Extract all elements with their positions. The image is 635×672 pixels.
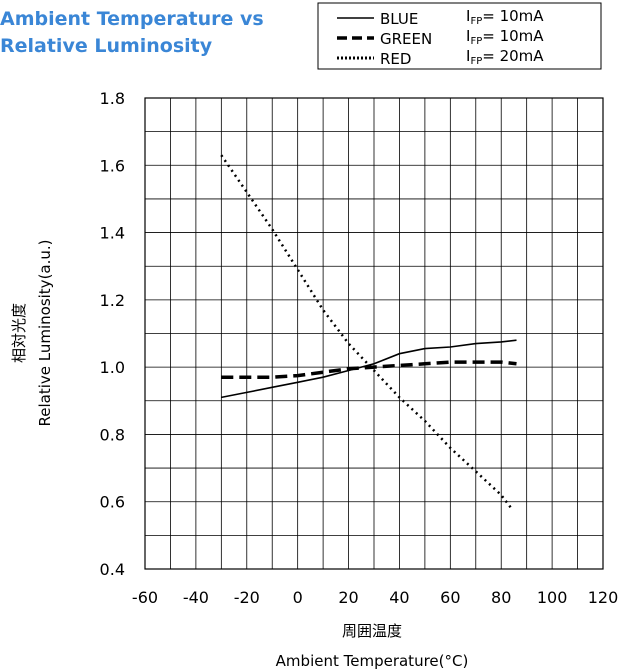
x-axis-label-jp: 周囲温度: [342, 622, 402, 640]
legend-condition-red-prefix: I: [466, 47, 470, 65]
legend-entry-green: GREEN IFP= 10mA: [337, 27, 544, 48]
y-tick-label: 0.8: [100, 425, 125, 444]
plot-grid: [145, 98, 603, 569]
plot-series: [220, 154, 517, 510]
y-tick-label: 0.6: [100, 493, 125, 512]
legend-condition-blue-value: = 10mA: [482, 7, 544, 25]
y-tick-label: 1.8: [100, 89, 125, 108]
x-tick-label: 100: [537, 588, 568, 607]
legend-frame: [317, 2, 602, 70]
legend-condition-blue-sub: FP: [470, 16, 482, 27]
legend-entry-blue: BLUE IFP= 10mA: [337, 7, 544, 28]
legend-condition-red-sub: FP: [470, 56, 482, 67]
legend-label-blue: BLUE: [380, 10, 418, 28]
x-tick-label: -40: [183, 588, 209, 607]
chart-title: Ambient Temperature vs Relative Luminosi…: [0, 6, 264, 60]
x-tick-label: 0: [293, 588, 303, 607]
legend-condition-blue-prefix: I: [466, 7, 470, 25]
plot-frame: [144, 97, 604, 570]
y-axis-label: Relative Luminosity(a.u.): [36, 239, 54, 426]
series-line-blue: [221, 339, 517, 399]
x-tick-label: -60: [132, 588, 158, 607]
legend-condition-green-value: = 10mA: [482, 27, 544, 45]
legend-condition-green: IFP= 10mA: [466, 27, 544, 47]
y-tick-labels: 0.4 0.6 0.8 1.0 1.2 1.4 1.6 1.8: [100, 89, 125, 579]
x-tick-label: 80: [491, 588, 511, 607]
series-line-green: [221, 360, 517, 379]
series-line-red: [220, 154, 513, 510]
y-tick-label: 1.4: [100, 224, 125, 243]
x-tick-label: 120: [588, 588, 619, 607]
legend-condition-red: IFP= 20mA: [466, 47, 544, 67]
legend-condition-green-sub: FP: [470, 36, 482, 47]
legend-condition-blue: IFP= 10mA: [466, 7, 544, 27]
y-tick-label: 1.6: [100, 156, 125, 175]
legend-entry-red: RED IFP= 20mA: [337, 47, 544, 68]
legend-label-green: GREEN: [380, 30, 432, 48]
y-axis-label-jp: 相対光度: [10, 303, 28, 363]
y-tick-label: 0.4: [100, 560, 125, 579]
legend: BLUE IFP= 10mA GREEN IFP= 10mA RED IFP= …: [317, 2, 602, 70]
legend-condition-green-prefix: I: [466, 27, 470, 45]
x-axis-label: Ambient Temperature(°C): [276, 652, 469, 670]
x-tick-label: 40: [389, 588, 409, 607]
x-tick-labels: -60 -40 -20 0 20 40 60 80 100 120: [132, 588, 618, 607]
x-tick-label: -20: [234, 588, 260, 607]
x-tick-label: 60: [440, 588, 460, 607]
chart-title-line-1: Ambient Temperature vs: [0, 8, 264, 30]
chart-title-line-2: Relative Luminosity: [0, 35, 213, 57]
x-tick-label: 20: [338, 588, 358, 607]
y-tick-label: 1.2: [100, 291, 125, 310]
y-tick-label: 1.0: [100, 358, 125, 377]
legend-condition-red-value: = 20mA: [482, 47, 544, 65]
legend-label-red: RED: [380, 50, 411, 68]
